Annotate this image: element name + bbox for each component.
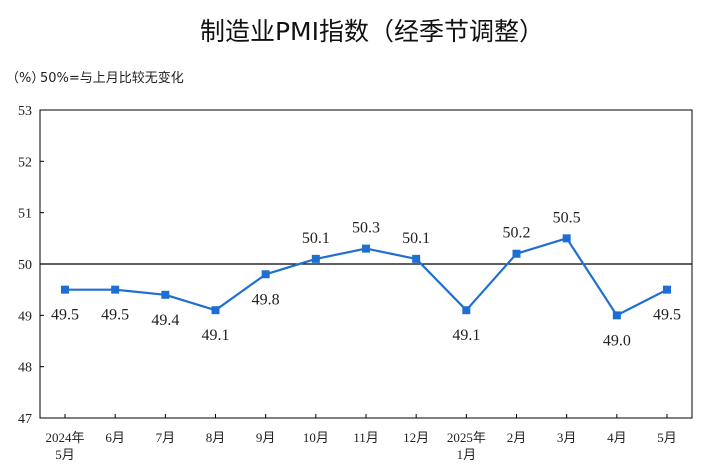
- data-label: 50.2: [503, 225, 531, 242]
- y-tick-label: 49: [18, 309, 32, 324]
- x-tick-label: 9月: [256, 430, 276, 445]
- data-label: 49.0: [603, 332, 631, 349]
- x-tick-label: 2025年: [447, 430, 486, 445]
- data-point-marker: [663, 285, 671, 294]
- data-label: 49.4: [151, 312, 179, 329]
- data-labels: 49.5 49.5 49.4 49.1 49.8 50.1 50.3 50.1 49.1 50.2…: [51, 209, 681, 349]
- y-tick-label: 48: [18, 361, 32, 376]
- data-label: 49.5: [653, 307, 681, 324]
- x-tick-label: 3月: [557, 430, 577, 445]
- x-axis: 2024年 5月 6月 7月 8月 9月 10月 11月 12月 2025年 1月 2月 3月 4月 5月: [45, 414, 677, 462]
- y-axis: 47 48 49 50 51 52 53: [18, 104, 44, 427]
- series-markers: [61, 234, 671, 320]
- chart-note: 50%=与上月比较无变化: [40, 70, 184, 86]
- data-point-marker: [362, 244, 370, 253]
- x-tick-label: 2024年: [45, 430, 84, 445]
- data-point-marker: [261, 270, 270, 279]
- data-label: 49.1: [452, 327, 480, 344]
- data-label: 50.3: [352, 220, 380, 237]
- x-tick-label: 6月: [105, 430, 125, 445]
- y-tick-label: 50: [18, 258, 32, 273]
- x-tick-label: 8月: [206, 430, 226, 445]
- data-label: 49.5: [51, 307, 79, 324]
- x-tick-label: 12月: [403, 430, 429, 445]
- x-tick-label: 2月: [507, 430, 527, 445]
- data-point-marker: [61, 285, 69, 294]
- data-label: 50.1: [302, 230, 330, 247]
- data-point-marker: [111, 285, 120, 294]
- data-point-marker: [462, 306, 471, 315]
- data-point-marker: [612, 311, 621, 320]
- data-point-marker: [512, 249, 521, 258]
- x-tick-label: 7月: [156, 430, 176, 445]
- data-point-marker: [161, 290, 170, 299]
- x-tick-label: 11月: [353, 430, 379, 445]
- y-tick-label: 47: [18, 412, 32, 427]
- data-point-marker: [562, 234, 571, 243]
- data-label: 50.1: [402, 230, 430, 247]
- data-label: 50.5: [553, 209, 581, 226]
- unit-label: （%）: [6, 71, 44, 86]
- y-tick-label: 52: [18, 155, 32, 170]
- data-point-marker: [211, 306, 220, 315]
- x-tick-label: 1月: [457, 447, 477, 462]
- data-label: 49.1: [202, 327, 230, 344]
- chart-title: 制造业PMI指数（经季节调整）: [200, 17, 544, 46]
- x-tick-label: 4月: [607, 430, 627, 445]
- data-label: 49.8: [252, 291, 280, 308]
- x-tick-label: 5月: [55, 447, 75, 462]
- data-label: 49.5: [101, 307, 129, 324]
- y-tick-label: 53: [18, 104, 32, 119]
- data-point-marker: [311, 254, 320, 263]
- x-tick-label: 5月: [657, 430, 677, 445]
- x-tick-label: 10月: [303, 430, 329, 445]
- y-tick-label: 51: [18, 207, 32, 222]
- data-point-marker: [412, 254, 421, 263]
